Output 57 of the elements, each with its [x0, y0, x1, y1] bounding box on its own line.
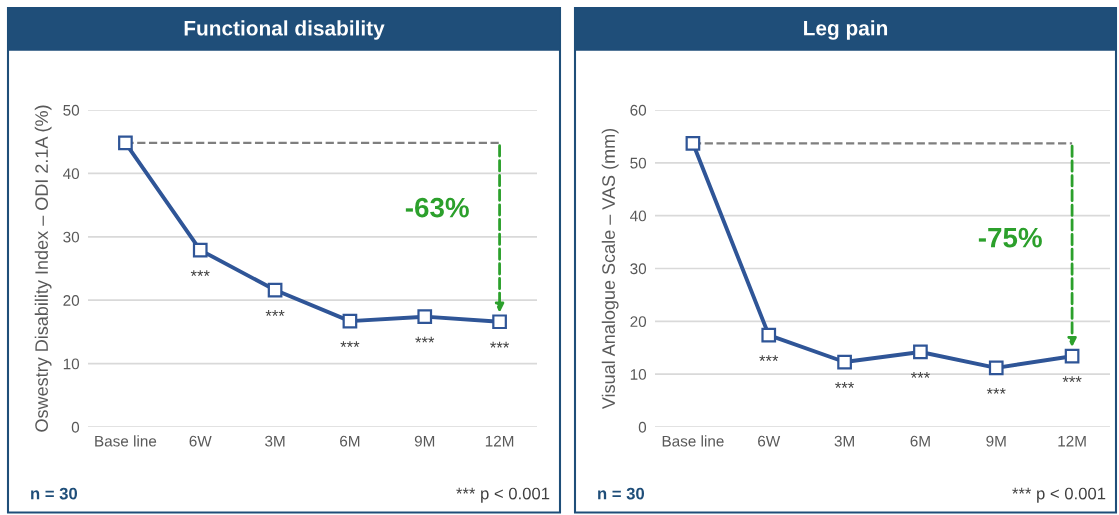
text: *** p < 0.001	[456, 487, 550, 503]
y-tick-label: 0	[638, 421, 647, 433]
point	[267, 282, 283, 298]
point	[837, 354, 852, 370]
y-tick-label: 20	[63, 295, 80, 306]
y-tick-label: 40	[63, 168, 80, 180]
y-axis-title: Visual Analogue Scale – VAS (mm)	[601, 128, 619, 410]
point	[492, 314, 507, 330]
y-tick-label: 10	[630, 369, 647, 380]
x-tick-label: 6W	[189, 435, 212, 447]
annotation: ***	[910, 372, 930, 378]
x-tick-label: 6W	[758, 435, 781, 447]
x-tick-label: 6M	[340, 435, 360, 447]
annotation: ***	[490, 341, 510, 348]
x-tick-label: Base line	[95, 435, 157, 447]
annotation: ***	[835, 382, 855, 388]
point	[118, 135, 133, 151]
point	[988, 360, 1004, 376]
annotation: ***	[190, 270, 210, 277]
text: *** p < 0.001	[1012, 487, 1106, 503]
annotation: ***	[340, 341, 360, 348]
x-tick-label: 12M	[485, 435, 514, 447]
y-tick-label: 30	[63, 231, 80, 243]
x-tick-label: 12M	[1058, 435, 1086, 447]
x-tick-label: 9M	[986, 435, 1006, 447]
x-tick-label: 6M	[910, 435, 930, 447]
x-tick-label: 3M	[265, 435, 285, 447]
annotation: ***	[1062, 376, 1082, 383]
point	[1064, 348, 1080, 364]
x-tick-label: 3M	[834, 435, 854, 447]
y-tick-label: 60	[630, 104, 647, 116]
y-tick-label: 30	[630, 263, 647, 275]
annotation: -75%	[978, 227, 1042, 248]
y-tick-label: 50	[630, 157, 647, 169]
annotation: -63%	[405, 197, 469, 218]
point	[913, 344, 928, 360]
y-tick-label: 50	[63, 104, 80, 116]
annotation: ***	[986, 387, 1006, 394]
point	[417, 309, 433, 325]
y-tick-label: 20	[630, 316, 647, 328]
y-tick-label: 0	[71, 421, 80, 433]
point	[685, 135, 701, 151]
point	[761, 327, 777, 343]
x-tick-label: Base line	[662, 435, 724, 447]
point	[342, 313, 358, 329]
y-tick-label: 40	[630, 210, 647, 222]
annotation: ***	[415, 336, 435, 343]
annotation: ***	[759, 355, 779, 361]
point	[192, 242, 208, 258]
x-tick-label: 9M	[414, 435, 435, 447]
y-tick-label: 10	[63, 358, 80, 370]
y-axis-title: Oswestry Disability Index – ODI 2.1A (%)	[34, 105, 52, 432]
text: n = 30	[598, 487, 645, 500]
chart-title: Leg pain	[804, 20, 888, 40]
annotation: ***	[265, 310, 285, 316]
chart-title: Functional disability	[184, 20, 385, 40]
text: n = 30	[31, 487, 78, 500]
